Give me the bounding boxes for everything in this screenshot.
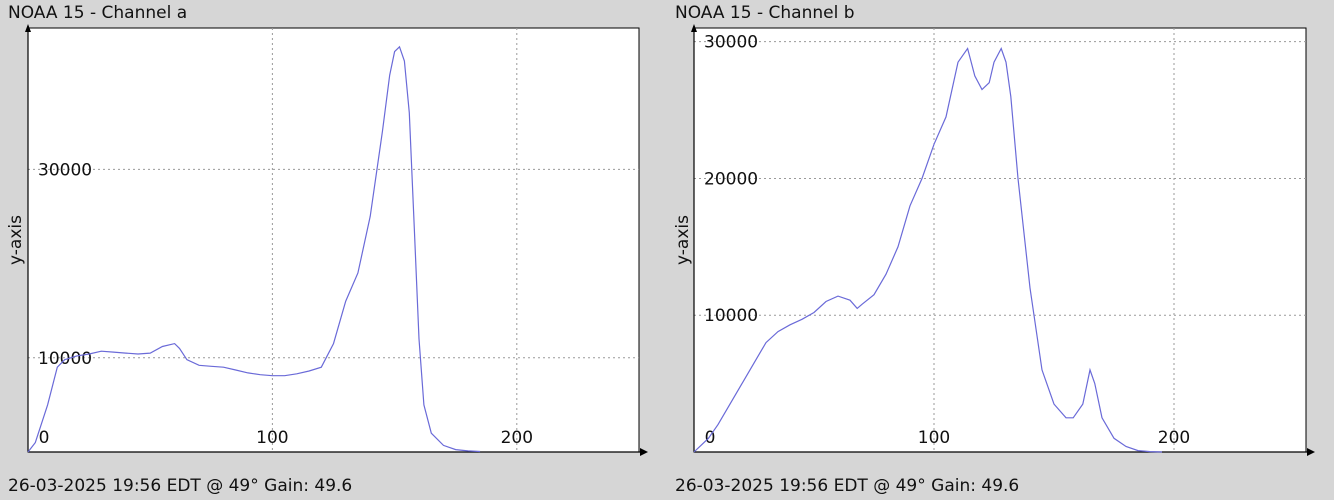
chart-title: NOAA 15 - Channel a — [8, 3, 188, 23]
chart-title: NOAA 15 - Channel b — [675, 3, 855, 23]
y-axis-arrow — [691, 24, 697, 32]
y-tick-label: 10000 — [704, 306, 758, 326]
y-axis-label: y-axis — [6, 215, 26, 265]
plot-area — [693, 27, 1307, 453]
chart-footer: 26-03-2025 19:56 EDT @ 49° Gain: 49.6 — [675, 476, 1020, 496]
y-tick-label: 30000 — [38, 160, 92, 180]
chart-panel-channel-a: NOAA 15 - Channel a 0 100 200 10000 30000 y-a… — [6, 3, 648, 496]
series-line — [27, 45, 481, 453]
x-tick-label: 100 — [256, 428, 288, 448]
x-axis-arrow — [640, 448, 648, 456]
x-tick-label: 0 — [705, 428, 716, 448]
series-line — [693, 47, 1163, 453]
y-tick-label: 10000 — [38, 349, 92, 369]
y-tick-label: 20000 — [704, 169, 758, 189]
chart-panel-channel-b: NOAA 15 - Channel b 0 100 200 10000 20000 300… — [667, 0, 1334, 500]
x-tick-label: 100 — [918, 428, 950, 448]
x-axis-arrow — [1307, 448, 1315, 456]
x-tick-label: 200 — [1158, 428, 1190, 448]
plot-area — [27, 27, 640, 453]
y-axis-arrow — [25, 24, 31, 32]
chart-channel-b: 0 100 200 10000 20000 30000 y-axis — [673, 24, 1315, 456]
y-axis-label: y-axis — [673, 215, 693, 265]
y-tick-label: 30000 — [704, 33, 758, 53]
x-tick-label: 200 — [501, 428, 533, 448]
chart-channel-a: 0 100 200 10000 30000 y-axis — [6, 24, 648, 456]
chart-footer: 26-03-2025 19:56 EDT @ 49° Gain: 49.6 — [8, 476, 353, 496]
x-tick-label: 0 — [39, 428, 50, 448]
